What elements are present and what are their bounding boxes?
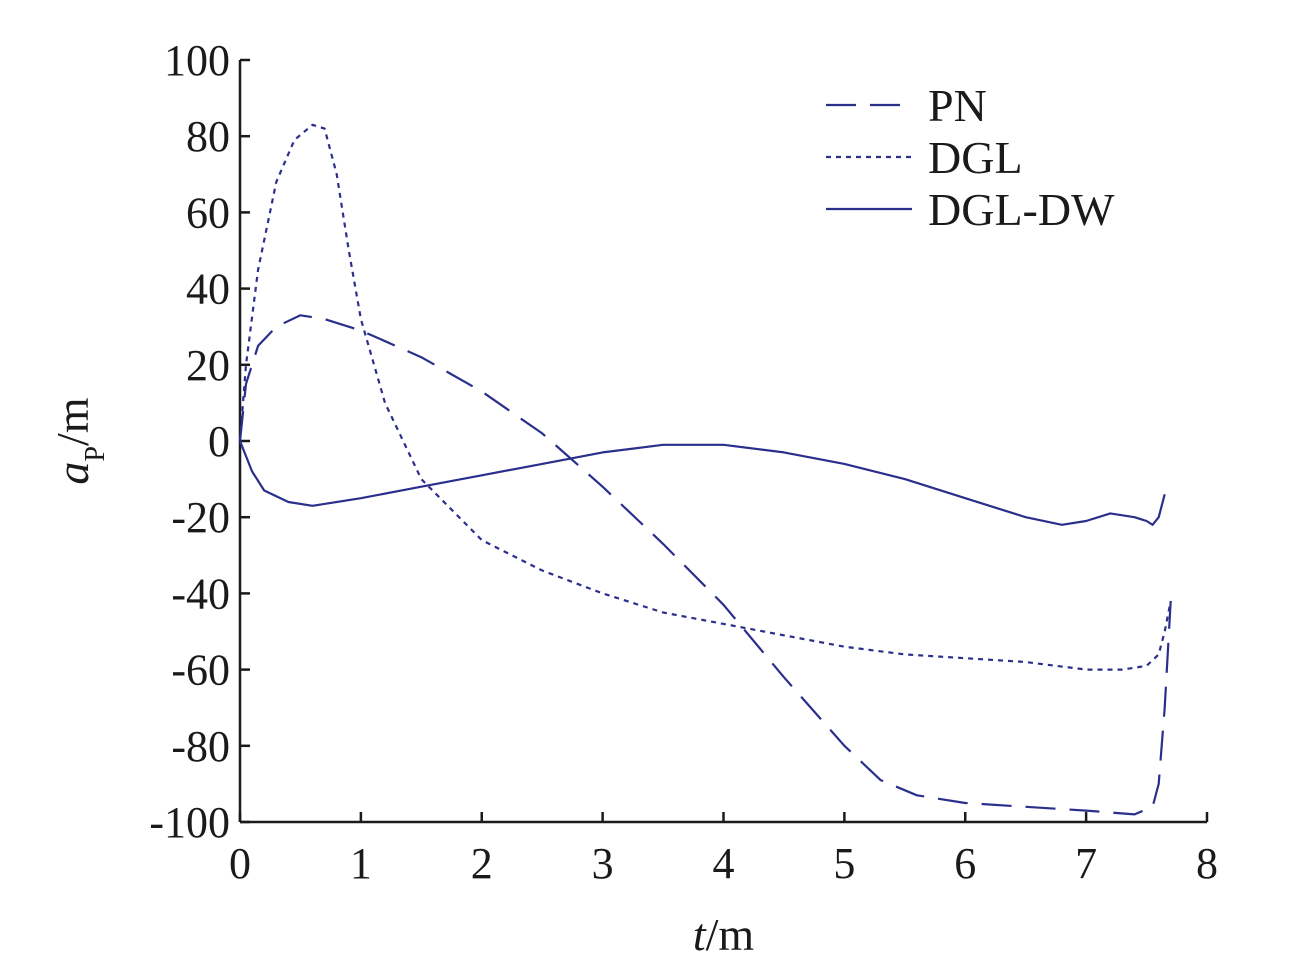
x-tick-label: 3 bbox=[592, 839, 614, 888]
y-tick-label: -100 bbox=[149, 798, 230, 847]
x-tick-label: 5 bbox=[833, 839, 855, 888]
y-tick-label: 60 bbox=[186, 188, 230, 237]
y-tick-label: -40 bbox=[171, 569, 230, 618]
y-axis-label-subscript: P bbox=[80, 446, 111, 462]
x-tick-label: 1 bbox=[350, 839, 372, 888]
series-line-pn bbox=[238, 314, 1172, 816]
legend-label-dgl: DGL bbox=[928, 132, 1023, 183]
x-axis-label: t/m bbox=[693, 909, 755, 960]
x-tick-label: 6 bbox=[954, 839, 976, 888]
y-tick-label: -20 bbox=[171, 493, 230, 542]
x-tick-label: 7 bbox=[1075, 839, 1097, 888]
y-tick-label: 0 bbox=[208, 417, 230, 466]
axis-labels: t/maP/m bbox=[47, 397, 754, 960]
x-axis-label-var: t bbox=[693, 909, 707, 960]
y-tick-label: 80 bbox=[186, 112, 230, 161]
series-lines bbox=[238, 123, 1172, 816]
y-axis-label-var: a bbox=[47, 462, 98, 485]
series-line-dgl-dw bbox=[238, 440, 1166, 526]
y-tick-label: 20 bbox=[186, 341, 230, 390]
y-tick-label: 40 bbox=[186, 265, 230, 314]
ticks: 0 1 2 3 4 5 6 7 8 100 80 60 40 20 0 -20 -40 -60 -80 -100 bbox=[149, 36, 1218, 888]
x-tick-label: 0 bbox=[229, 839, 251, 888]
y-axis-label-unit: /m bbox=[47, 397, 98, 446]
legend-label-dgl-dw: DGL-DW bbox=[928, 184, 1115, 235]
y-tick-label: -60 bbox=[171, 646, 230, 695]
x-tick-label: 8 bbox=[1196, 839, 1218, 888]
x-axis-label-unit: /m bbox=[706, 909, 755, 960]
y-axis-label: aP/m bbox=[47, 397, 111, 484]
legend-label-pn: PN bbox=[928, 80, 987, 131]
y-tick-label: -80 bbox=[171, 722, 230, 771]
axes bbox=[238, 60, 1207, 824]
x-tick-label: 4 bbox=[713, 839, 735, 888]
y-tick-label: 100 bbox=[164, 36, 230, 85]
x-tick-label: 2 bbox=[471, 839, 493, 888]
